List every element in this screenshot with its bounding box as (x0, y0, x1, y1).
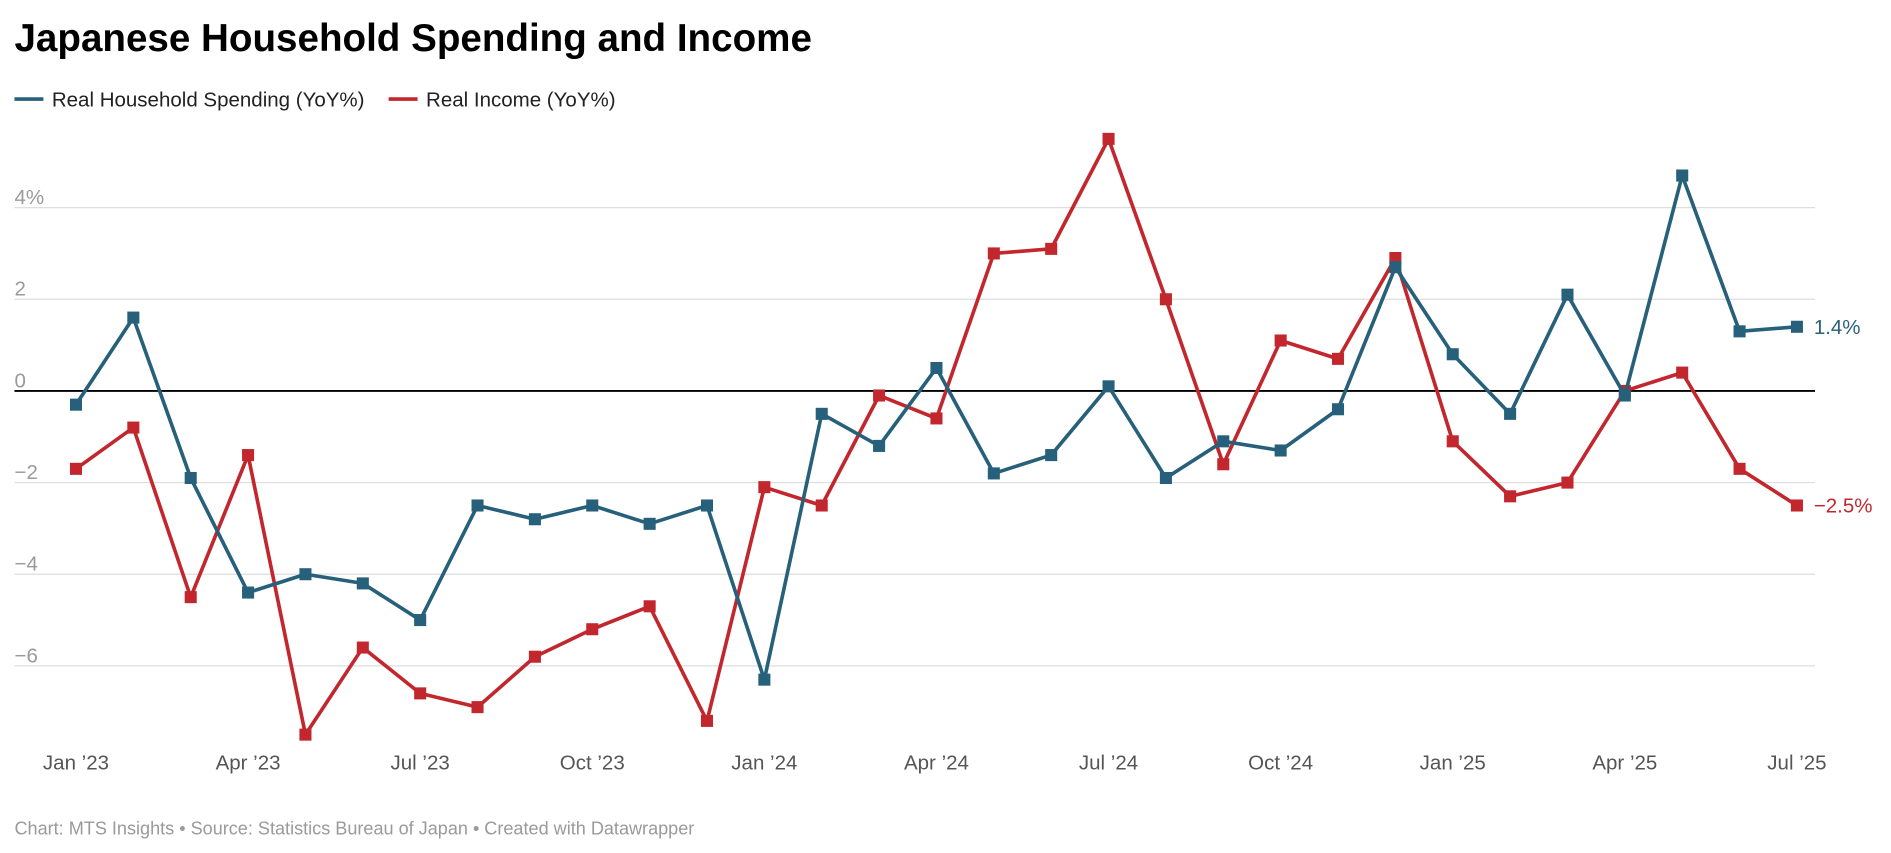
data-point (1389, 251, 1402, 265)
data-point (1561, 288, 1574, 301)
data-point (528, 513, 541, 526)
data-point (356, 577, 369, 590)
series-line (74, 137, 1798, 737)
spending-series: 1.4% (69, 169, 1861, 686)
data-point (184, 591, 197, 604)
income-series: −2.5% (69, 132, 1873, 741)
data-point (987, 467, 1000, 480)
legend: Real Household Spending (YoY%) Real Incom… (14, 88, 616, 111)
x-tick-label: Jan ’23 (43, 752, 109, 775)
data-point (815, 499, 828, 512)
y-tick-label: 4% (14, 186, 44, 209)
grid: 4% 2 0 −2 −4 −6 (14, 186, 1816, 667)
data-point (586, 499, 599, 512)
data-point (643, 517, 656, 530)
data-point (1561, 476, 1574, 489)
data-point (414, 687, 427, 700)
data-point (1676, 366, 1689, 379)
x-tick-label: Oct ’24 (1248, 752, 1313, 775)
data-point (758, 673, 771, 686)
data-point (1274, 334, 1287, 347)
data-point (1790, 320, 1803, 333)
data-point (1446, 435, 1459, 448)
data-point (1446, 348, 1459, 361)
data-point (1504, 407, 1517, 420)
legend-label: Real Income (YoY%) (426, 88, 616, 111)
data-point (414, 614, 427, 627)
x-tick-label: Jan ’25 (1420, 752, 1486, 775)
data-point (1331, 403, 1345, 416)
x-tick-label: Apr ’24 (904, 752, 969, 775)
data-point (1159, 293, 1172, 306)
x-tick-label: Apr ’25 (1592, 752, 1657, 775)
data-point (1504, 490, 1517, 503)
y-tick-label: −6 (14, 644, 37, 667)
data-point (930, 412, 943, 425)
y-tick-label: −4 (14, 553, 37, 576)
data-point (873, 439, 886, 452)
data-point (299, 568, 312, 581)
series-line (74, 173, 1798, 682)
data-point (1331, 352, 1345, 365)
data-point (1733, 325, 1746, 338)
data-point (471, 701, 484, 714)
y-tick-label: −2 (14, 461, 37, 484)
data-point (127, 311, 140, 324)
x-axis: Jan ’23 Apr ’23 Jul ’23 Oct ’23 Jan ’24 Apr ’… (43, 752, 1827, 775)
data-point (873, 389, 886, 402)
chart-title: Japanese Household Spending and Income (14, 17, 811, 60)
data-point (930, 361, 943, 375)
data-point (69, 462, 83, 475)
series-group: −2.5% 1.4% (69, 132, 1873, 741)
end-value-label: −2.5% (1814, 495, 1873, 518)
data-point (1045, 242, 1058, 255)
data-point (356, 641, 369, 654)
data-point (700, 499, 714, 512)
data-point (242, 449, 255, 462)
data-point (528, 650, 541, 663)
data-point (815, 407, 828, 420)
data-point (69, 398, 83, 411)
y-tick-label: 2 (14, 278, 25, 301)
data-point (1102, 380, 1115, 393)
data-point (127, 421, 140, 434)
data-point (1618, 389, 1631, 402)
data-point (1102, 132, 1115, 145)
data-point (987, 247, 1000, 260)
data-point (1159, 471, 1172, 485)
data-point (1733, 462, 1746, 475)
data-point (299, 728, 312, 741)
legend-label: Real Household Spending (YoY%) (52, 88, 365, 111)
data-point (758, 481, 771, 494)
data-point (1045, 449, 1058, 462)
footer-credit: Chart: MTS Insights • Source: Statistics… (14, 819, 694, 839)
data-point (471, 499, 484, 512)
x-tick-label: Jan ’24 (731, 752, 797, 775)
x-tick-label: Oct ’23 (560, 752, 625, 775)
data-point (1790, 499, 1803, 512)
x-tick-label: Jul ’24 (1079, 752, 1138, 775)
data-point (586, 623, 599, 636)
data-point (1217, 458, 1230, 471)
data-point (1274, 444, 1287, 457)
data-point (1217, 435, 1230, 448)
data-point (184, 471, 197, 485)
end-value-label: 1.4% (1814, 316, 1861, 339)
data-point (1389, 261, 1402, 274)
y-tick-label: 0 (14, 369, 25, 392)
x-tick-label: Jul ’25 (1767, 752, 1826, 775)
x-tick-label: Apr ’23 (216, 752, 281, 775)
x-tick-label: Jul ’23 (391, 752, 450, 775)
data-point (700, 714, 714, 727)
data-point (242, 586, 255, 599)
data-point (1676, 169, 1689, 182)
data-point (643, 600, 656, 613)
